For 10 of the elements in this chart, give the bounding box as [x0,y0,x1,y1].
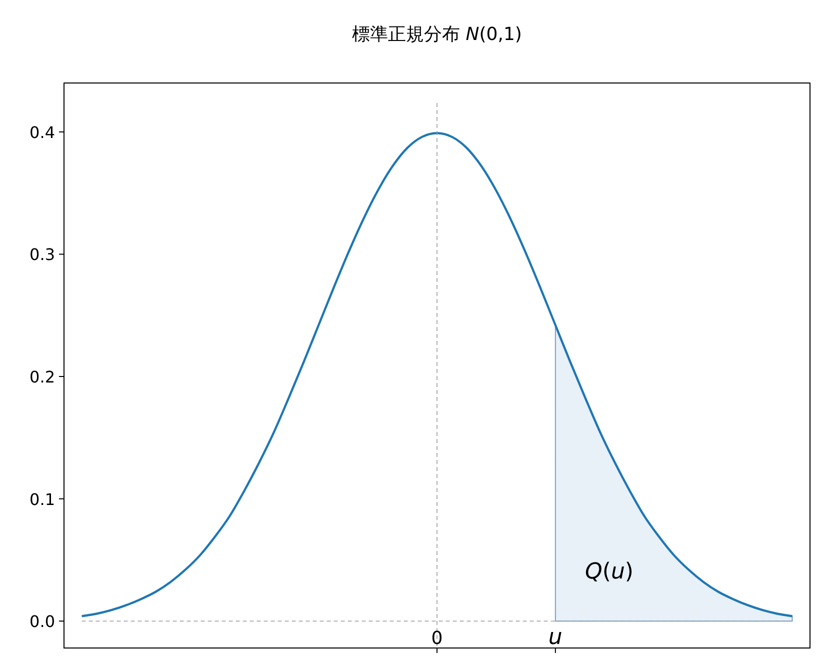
annotation: Q(u) [585,559,634,584]
y-tick-label: 0.4 [30,122,55,142]
y-tick-label: 0.3 [30,245,55,264]
x-tick-label: 0 [431,628,443,649]
y-tick-label: 0.1 [30,490,55,509]
x-tick-label: u [548,625,562,650]
chart-title: 標準正規分布 N(0,1) [352,24,522,45]
y-tick-label: 0.2 [30,368,55,387]
line-series [80,132,794,618]
y-tick-label: 0.0 [30,612,55,632]
